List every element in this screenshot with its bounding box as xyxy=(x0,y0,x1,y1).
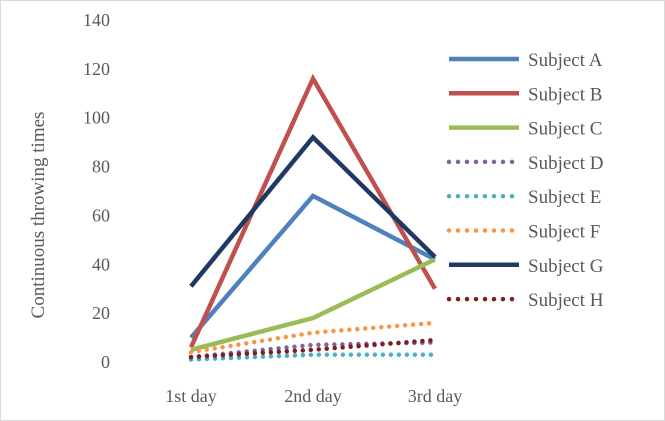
legend-label: Subject A xyxy=(528,50,603,71)
x-tick-label: 3rd day xyxy=(408,386,462,406)
y-tick-label: 80 xyxy=(92,157,110,177)
x-ticks: 1st day 2nd day 3rd day xyxy=(165,386,462,406)
legend-label: Subject B xyxy=(528,84,602,105)
y-ticks: 0 20 40 60 80 100 120 140 xyxy=(83,10,110,372)
legend-label: Subject H xyxy=(528,290,604,311)
y-tick-label: 0 xyxy=(101,352,110,372)
x-tick-label: 2nd day xyxy=(284,386,342,406)
series-line-subject-g xyxy=(189,133,437,288)
y-tick-label: 40 xyxy=(92,254,110,274)
series-line-subject-h xyxy=(188,337,438,360)
y-tick-label: 60 xyxy=(92,205,110,225)
series-line-subject-e xyxy=(188,352,438,362)
y-tick-label: 100 xyxy=(83,108,110,128)
legend: Subject A Subject B Subject C Subject D Subj… xyxy=(446,50,604,311)
series-lines xyxy=(188,73,438,362)
y-axis-title: Continuous throwing times xyxy=(28,112,49,319)
legend-label: Subject F xyxy=(528,222,600,243)
series-line-subject-a xyxy=(189,193,437,340)
y-tick-label: 20 xyxy=(92,303,110,323)
x-tick-label: 1st day xyxy=(165,386,217,406)
legend-label: Subject C xyxy=(528,119,602,140)
legend-label: Subject E xyxy=(528,187,601,208)
y-tick-label: 120 xyxy=(83,59,110,79)
legend-label: Subject G xyxy=(528,256,604,277)
y-tick-label: 140 xyxy=(83,10,110,30)
series-line-subject-f xyxy=(188,320,438,355)
series-line-subject-c xyxy=(190,257,436,352)
y-axis-title-group: Continuous throwing times xyxy=(28,112,49,319)
series-line-subject-b xyxy=(188,73,437,349)
legend-label: Subject D xyxy=(528,153,603,174)
